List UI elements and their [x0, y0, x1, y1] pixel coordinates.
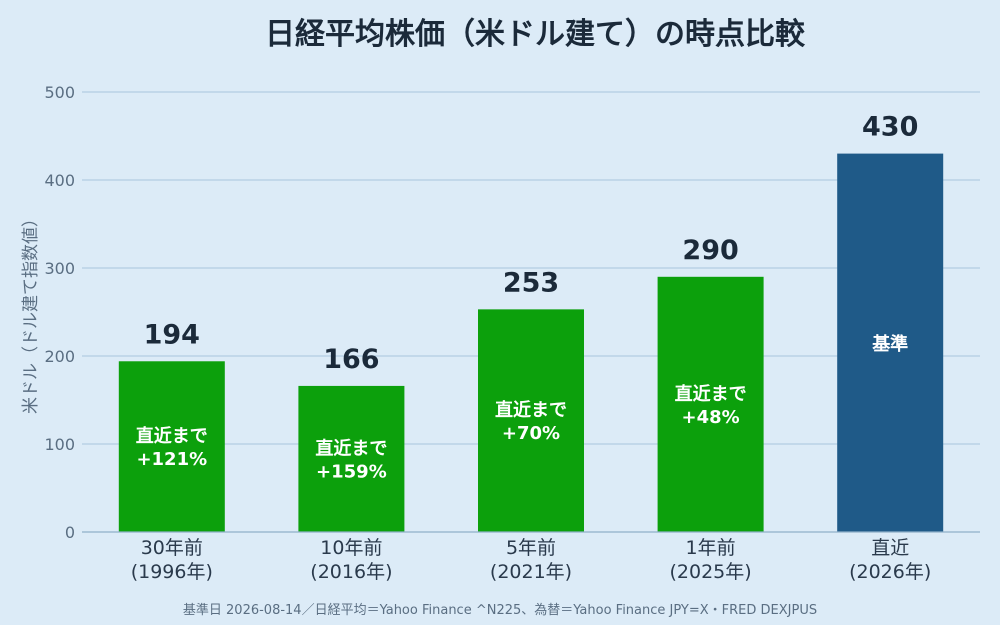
x-tick-label: 1年前	[686, 537, 736, 559]
x-tick-label: 10年前	[320, 537, 382, 559]
data-label: 253	[503, 267, 559, 298]
chart-title: 日経平均株価（米ドル建て）の時点比較	[265, 17, 806, 52]
y-tick-label: 0	[65, 523, 75, 542]
y-axis-label: 米ドル（ドル建て指数値）	[21, 210, 41, 414]
x-tick-label: (2026年)	[849, 561, 931, 583]
data-label: 430	[862, 112, 918, 143]
bar-annotation: 直近まで	[136, 425, 208, 447]
x-tick-label: 直近	[871, 537, 909, 559]
x-tick-label: (2021年)	[490, 561, 572, 583]
x-tick-label: (1996年)	[131, 561, 213, 583]
bar	[298, 385, 405, 532]
y-tick-label: 500	[44, 83, 75, 102]
x-tick-label: 5年前	[506, 537, 556, 559]
x-tick-label: 30年前	[141, 537, 203, 559]
x-tick-label: (2016年)	[310, 561, 392, 583]
bars: 194直近まで+121%166直近まで+159%253直近まで+70%290直近…	[118, 112, 944, 532]
gridlines	[82, 91, 980, 445]
data-label: 290	[682, 235, 738, 266]
data-label: 166	[323, 344, 379, 375]
data-label: 194	[144, 319, 200, 350]
bar	[837, 153, 944, 532]
y-tick-label: 400	[44, 171, 75, 190]
bar	[118, 361, 225, 532]
y-axis-ticks: 0 100 200 300 400 500	[44, 83, 75, 542]
x-tick-label: (2025年)	[670, 561, 752, 583]
y-tick-label: 300	[44, 259, 75, 278]
bar	[478, 309, 584, 532]
source-note: 基準日 2026-08-14／日経平均＝Yahoo Finance ^N225、…	[183, 602, 817, 618]
y-tick-label: 200	[44, 347, 75, 366]
x-axis-ticks: 30年前(1996年) 10年前(2016年) 5年前(2021年) 1年前(2025…	[131, 537, 932, 583]
bar-annotation: 直近まで	[675, 383, 747, 405]
bar-annotation: 直近まで	[495, 399, 567, 421]
bar-annotation: +48%	[682, 407, 740, 428]
y-tick-label: 100	[44, 435, 75, 454]
bar-annotation: 直近まで	[315, 437, 387, 459]
bar-annotation: 基準	[871, 333, 908, 355]
bar-annotation: +159%	[316, 461, 387, 482]
bar-annotation: +70%	[502, 423, 560, 444]
bar-annotation: +121%	[136, 449, 207, 470]
bar	[657, 276, 764, 532]
